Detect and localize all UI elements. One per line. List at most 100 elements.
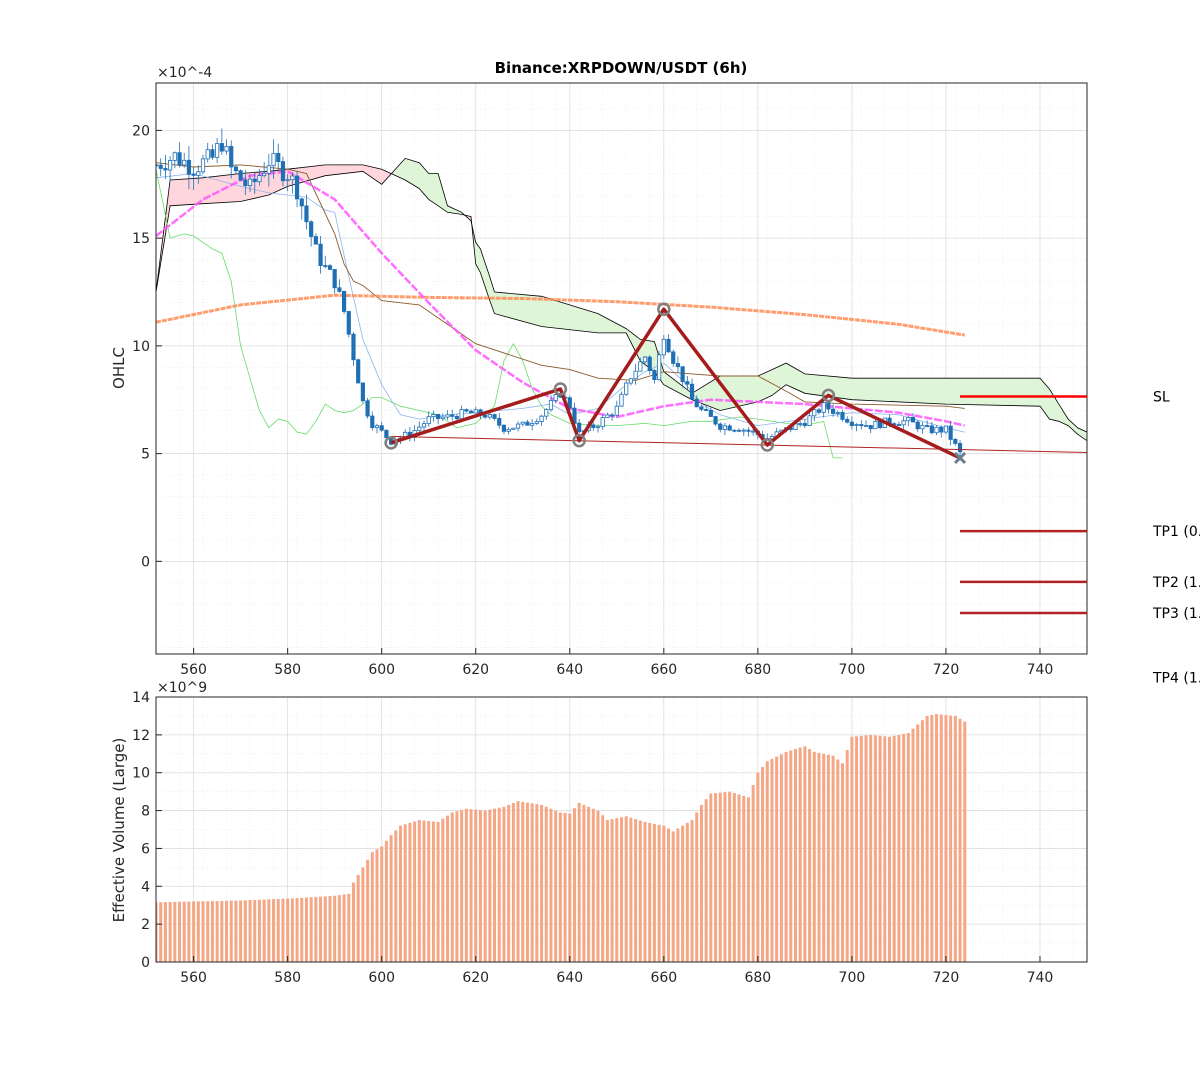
volume-bars (156, 714, 967, 962)
candle-body-down (379, 425, 384, 431)
volume-bar (662, 825, 666, 962)
candle-body-up (473, 409, 478, 414)
candle (200, 154, 206, 175)
volume-bar (756, 772, 760, 962)
volume-bar (643, 821, 647, 962)
candle (163, 154, 168, 180)
volume-bar (789, 750, 793, 962)
candle (252, 172, 257, 194)
candle (158, 158, 163, 177)
bullish-cloud-segment (473, 231, 1087, 441)
candle (473, 406, 478, 414)
candle-body-up (628, 378, 633, 384)
volume-bar (591, 808, 595, 962)
volume-bar (577, 803, 581, 962)
volume-bar (883, 736, 887, 962)
candle-body-up (530, 423, 535, 426)
candle (168, 156, 173, 183)
candle (309, 220, 314, 247)
level-label: SL (1153, 390, 1170, 406)
candle-body-down (868, 425, 873, 430)
candle-body-down (849, 421, 854, 426)
volume-bar (845, 750, 849, 962)
volume-bar (351, 882, 355, 962)
volume-panel: 560 580 600 620 640 660 680 700 720 740 0 2 4 6 8 10 12 1… (110, 680, 1088, 986)
volume-bar (182, 901, 186, 962)
candle-body-up (257, 175, 262, 183)
candle (506, 426, 511, 435)
volume-bar (878, 735, 882, 962)
candle-body-up (224, 146, 229, 152)
candle-body-down (910, 417, 916, 423)
candle (219, 128, 224, 155)
candle (276, 143, 281, 170)
volume-bar (718, 792, 722, 962)
candle (511, 427, 516, 430)
candle-body-down (464, 409, 469, 412)
pattern-end-marker (953, 451, 967, 464)
candle (652, 369, 657, 384)
volume-bar (544, 806, 548, 962)
volume-bar (652, 823, 656, 962)
volume-bar (681, 825, 685, 962)
candle-body-up (445, 414, 450, 418)
candle (544, 408, 549, 420)
candle (577, 418, 582, 434)
candle (802, 418, 807, 428)
candle-body-down (337, 287, 342, 292)
x-tick-label: 560 (180, 662, 207, 678)
candle (830, 404, 836, 417)
candle-body-down (497, 418, 502, 426)
x-tick-label: 560 (180, 970, 207, 986)
candle-body-up (247, 178, 253, 186)
candle (624, 380, 629, 396)
volume-bar (337, 895, 341, 962)
candle-body-down (341, 291, 347, 312)
candle (205, 142, 210, 163)
y-tick-label: 12 (132, 728, 150, 744)
candle-body-down (483, 414, 488, 418)
candle (666, 334, 671, 353)
candle (708, 406, 713, 417)
candle (172, 151, 177, 169)
candle (332, 269, 337, 294)
volume-bar (196, 901, 200, 962)
y-tick-label: 5 (141, 447, 150, 463)
candle (492, 413, 497, 421)
candle-body-up (271, 152, 276, 167)
candle (318, 235, 323, 274)
candle (567, 395, 572, 411)
candle-body-down (276, 152, 281, 162)
candle (464, 408, 469, 413)
candle-body-down (736, 429, 742, 432)
volume-bar (323, 896, 327, 962)
candle (920, 422, 925, 434)
candle (713, 415, 718, 426)
candle (346, 310, 351, 338)
volume-bar (779, 754, 783, 962)
volume-bar (380, 846, 384, 962)
x-tick-label: 680 (744, 662, 771, 678)
candle (798, 420, 803, 427)
volume-bar (290, 898, 294, 962)
volume-bar (436, 821, 440, 962)
candle-body-up (619, 393, 624, 407)
volume-bar (394, 830, 398, 962)
volume-bar (276, 898, 280, 962)
volume-bar (511, 803, 515, 962)
senkou-span-b (156, 164, 1087, 442)
candle-body-down (346, 311, 351, 335)
x-tick-label: 580 (274, 662, 301, 678)
candle (628, 378, 633, 386)
volume-bar (671, 831, 675, 962)
candle-body-up (285, 179, 290, 182)
candle (186, 145, 192, 190)
candle-body-up (873, 420, 878, 430)
volume-bar (615, 818, 619, 962)
candle (661, 335, 666, 359)
candle (741, 428, 746, 436)
senkou-span-a (156, 157, 1087, 433)
candle-body-down (647, 356, 652, 371)
candle (732, 429, 737, 433)
